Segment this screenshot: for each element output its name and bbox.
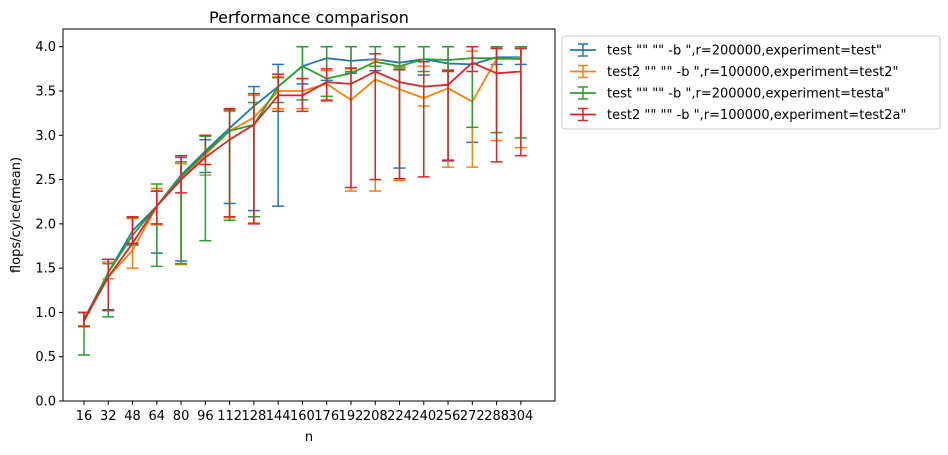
series-layer xyxy=(78,45,527,356)
y-axis-label: flops/cylce(mean) xyxy=(9,157,24,273)
legend: test "" "" -b ",r=200000,experiment=test… xyxy=(561,35,941,130)
y-tick-label: 4.0 xyxy=(35,40,56,55)
series-4 xyxy=(78,45,527,328)
x-tick-label: 48 xyxy=(124,409,141,424)
y-tick-label: 0.5 xyxy=(35,350,56,365)
x-axis: 16 32 48 64 80 96 112 128 144 160 176 192 208 224 240 2… xyxy=(76,401,533,424)
x-tick-label: 272 xyxy=(460,409,485,424)
x-tick-label: 256 xyxy=(436,409,461,424)
x-tick-label: 192 xyxy=(339,409,364,424)
legend-item: test "" "" -b ",r=200000,experiment=test… xyxy=(570,86,890,102)
chart-title: Performance comparison xyxy=(209,8,409,27)
legend-item: test2 "" "" -b ",r=100000,experiment=tes… xyxy=(570,64,899,80)
x-tick-label: 112 xyxy=(217,409,242,424)
y-tick-label: 3.0 xyxy=(35,129,56,144)
y-tick-label: 2.0 xyxy=(35,217,56,232)
x-tick-label: 176 xyxy=(314,409,339,424)
x-tick-label: 240 xyxy=(411,409,436,424)
x-tick-label: 16 xyxy=(76,409,93,424)
legend-label: test "" "" -b ",r=200000,experiment=test… xyxy=(607,87,890,102)
x-tick-label: 96 xyxy=(197,409,214,424)
legend-box xyxy=(561,35,941,130)
y-tick-label: 1.5 xyxy=(35,262,56,277)
x-axis-label: n xyxy=(305,430,313,445)
y-tick-label: 0.0 xyxy=(35,395,56,410)
y-tick-label: 3.5 xyxy=(35,85,56,100)
x-tick-label: 304 xyxy=(508,409,533,424)
x-tick-label: 144 xyxy=(266,409,291,424)
x-tick-label: 128 xyxy=(241,409,266,424)
y-tick-label: 2.5 xyxy=(35,173,56,188)
y-axis: 0.0 0.5 1.0 1.5 2.0 2.5 3.0 3.5 4.0 xyxy=(35,40,63,410)
x-tick-label: 64 xyxy=(149,409,166,424)
x-tick-label: 208 xyxy=(363,409,388,424)
series-line xyxy=(83,61,521,320)
x-tick-label: 224 xyxy=(387,409,412,424)
y-tick-label: 1.0 xyxy=(35,306,56,321)
x-tick-label: 288 xyxy=(484,409,509,424)
legend-item: test "" "" -b ",r=200000,experiment=test… xyxy=(570,43,882,59)
legend-label: test "" "" -b ",r=200000,experiment=test… xyxy=(607,44,882,59)
legend-item: test2 "" "" -b ",r=100000,experiment=tes… xyxy=(570,107,906,123)
legend-label: test2 "" "" -b ",r=100000,experiment=tes… xyxy=(607,65,899,80)
x-tick-label: 32 xyxy=(100,409,117,424)
x-tick-label: 80 xyxy=(173,409,190,424)
x-tick-label: 160 xyxy=(290,409,315,424)
legend-label: test2 "" "" -b ",r=100000,experiment=tes… xyxy=(607,108,906,123)
